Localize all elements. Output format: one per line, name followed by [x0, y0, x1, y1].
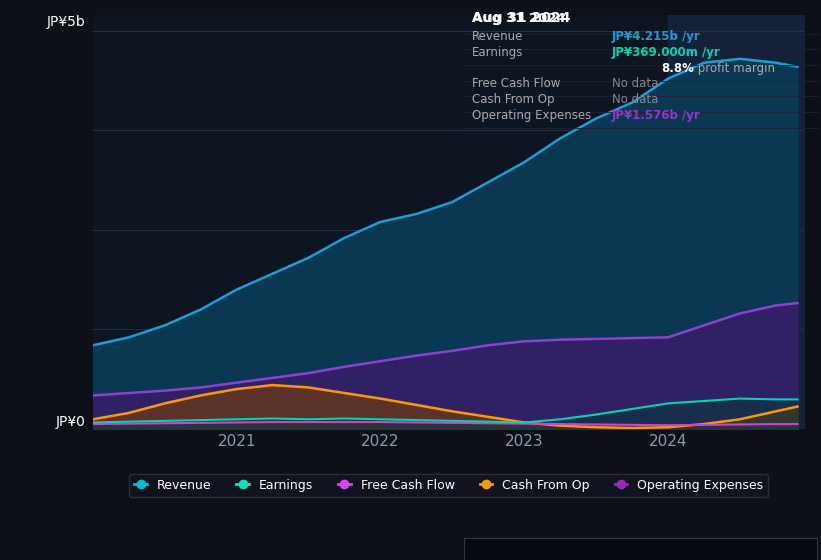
Text: Earnings: Earnings	[472, 46, 524, 59]
Legend: Revenue, Earnings, Free Cash Flow, Cash From Op, Operating Expenses: Revenue, Earnings, Free Cash Flow, Cash …	[129, 474, 768, 497]
Text: Cash From Op: Cash From Op	[472, 93, 554, 106]
Text: Operating Expenses: Operating Expenses	[472, 109, 591, 122]
Text: Free Cash Flow: Free Cash Flow	[472, 77, 561, 90]
Text: Aug 31 2024: Aug 31 2024	[472, 11, 571, 25]
Text: JP¥0: JP¥0	[56, 415, 86, 429]
Text: JP¥1.576b /yr: JP¥1.576b /yr	[612, 109, 700, 122]
Text: No data: No data	[612, 77, 658, 90]
Bar	[668, 15, 805, 429]
Text: No data: No data	[612, 93, 658, 106]
Text: JP¥369.000m /yr: JP¥369.000m /yr	[612, 46, 720, 59]
Text: JP¥5b: JP¥5b	[47, 15, 86, 29]
Text: JP¥4.215b /yr: JP¥4.215b /yr	[612, 30, 700, 43]
Text: Revenue: Revenue	[472, 30, 524, 43]
Text: 8.8%: 8.8%	[661, 62, 694, 74]
Text: Aug 31 2024: Aug 31 2024	[472, 12, 566, 25]
Text: profit margin: profit margin	[694, 62, 775, 74]
